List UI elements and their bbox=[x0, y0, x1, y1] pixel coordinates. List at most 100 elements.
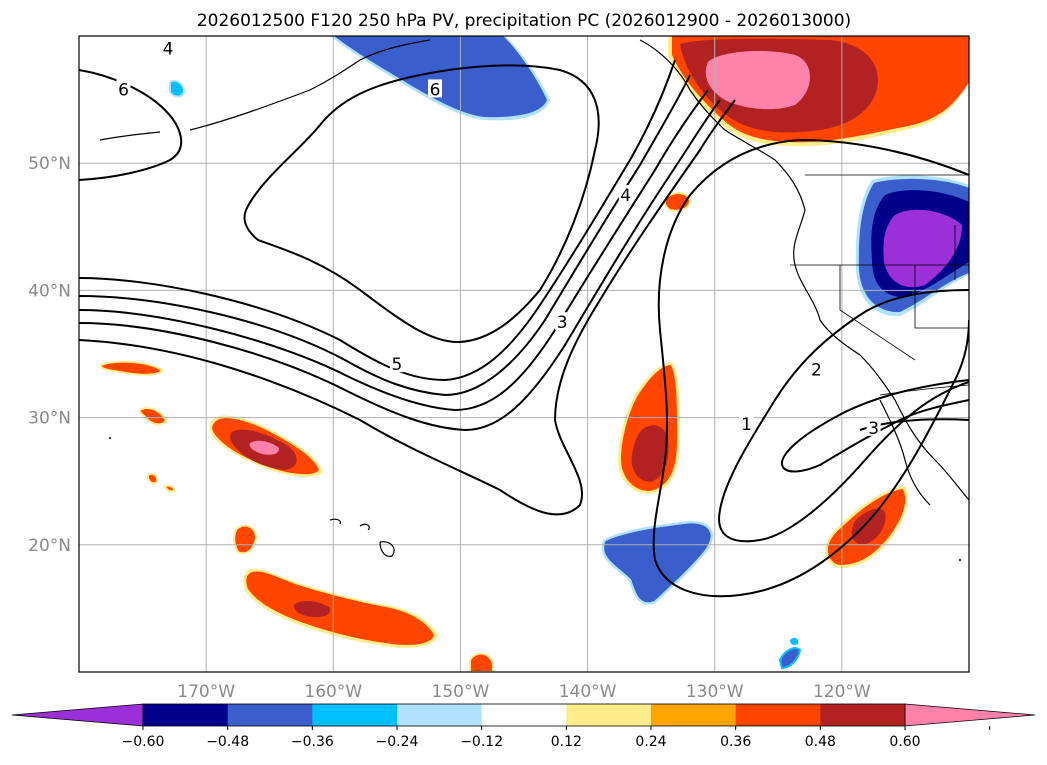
colorbar-segment bbox=[820, 704, 906, 726]
pv-contour bbox=[79, 99, 721, 432]
colorbar-tick-label: 0.12 bbox=[551, 734, 582, 750]
colorbar-tick-label: 0.36 bbox=[720, 734, 751, 750]
island-dot bbox=[959, 559, 961, 561]
contour-label: 6 bbox=[430, 80, 441, 100]
contour-label-bg bbox=[428, 79, 442, 98]
colorbar-segment bbox=[481, 704, 567, 726]
precip-field-negative-cells bbox=[169, 79, 802, 670]
precip-contour-level-048 bbox=[851, 508, 886, 545]
contour-label-bg bbox=[389, 354, 404, 373]
x-tick-label: 140°W bbox=[559, 682, 617, 702]
contour-label: 1 bbox=[741, 415, 752, 435]
colorbar-tick-label: −0.24 bbox=[376, 734, 419, 750]
pv-contour bbox=[79, 74, 691, 397]
pv-contour bbox=[79, 89, 709, 412]
x-tick-label: 120°W bbox=[813, 682, 871, 702]
precip-cell bbox=[163, 484, 176, 493]
map-gridlines bbox=[79, 36, 969, 672]
map-panel: 1 2 3 3 4 4 5 6 6 bbox=[79, 36, 969, 672]
coastline-alaska-peninsula bbox=[189, 39, 431, 131]
x-tick-label: 170°W bbox=[177, 682, 235, 702]
precip-field-baja-positive bbox=[825, 486, 908, 568]
colorbar-segment bbox=[227, 704, 313, 726]
y-tick-label: 30°N bbox=[28, 409, 71, 429]
colorbar-tick-label: −0.36 bbox=[291, 734, 334, 750]
contour-label-bg bbox=[161, 38, 175, 57]
colorbar-frame bbox=[142, 703, 906, 727]
x-axis-ticks: 170°W 160°W 150°W 140°W 130°W 120°W bbox=[177, 682, 871, 702]
precip-contour-level-060 bbox=[249, 440, 280, 455]
precip-contour-level-neg036 bbox=[334, 36, 547, 118]
colorbar-tick-label: −0.48 bbox=[206, 734, 249, 750]
precip-negative-cell bbox=[601, 520, 714, 605]
contour-label: 4 bbox=[163, 40, 174, 60]
colorbar-extend-high bbox=[904, 703, 1036, 727]
chart-title: 2026012500 F120 250 hPa PV, precipitatio… bbox=[197, 11, 851, 31]
colorbar-segment bbox=[651, 704, 737, 726]
coastline-baja bbox=[879, 399, 931, 506]
precip-field-small-positive-cells bbox=[99, 192, 692, 672]
pv-contour bbox=[79, 59, 676, 382]
precip-cell bbox=[233, 524, 258, 555]
contour-label-bg bbox=[116, 79, 131, 98]
contour-label-bg bbox=[809, 359, 824, 378]
pv-contours bbox=[79, 59, 969, 598]
y-tick-label: 40°N bbox=[28, 281, 71, 301]
x-tick-label: 130°W bbox=[686, 682, 744, 702]
colorbar-segment bbox=[566, 704, 652, 726]
colorbar-tick-label: −0.12 bbox=[460, 734, 503, 750]
colorbar-segment bbox=[397, 704, 483, 726]
precip-cell bbox=[138, 407, 168, 426]
x-tick-label: 160°W bbox=[304, 682, 362, 702]
precip-contour-level-036 bbox=[246, 571, 434, 645]
contour-label-bg bbox=[739, 413, 754, 432]
precip-cell bbox=[99, 360, 164, 376]
contour-label: 3 bbox=[868, 419, 879, 439]
colorbar-tick-label: 0.48 bbox=[805, 734, 836, 750]
colorbar-segment bbox=[735, 704, 821, 726]
precip-field-hawaii-south-positive bbox=[243, 568, 438, 648]
precip-negative-cell bbox=[778, 647, 802, 670]
precip-contour-level-060 bbox=[705, 50, 810, 110]
precip-contour-level-neg060 bbox=[883, 209, 962, 288]
y-axis-ticks: 50°N 40°N 30°N 20°N bbox=[28, 154, 71, 556]
precip-field-gulf-alaska-positive bbox=[668, 36, 969, 147]
pv-contour bbox=[780, 379, 969, 473]
y-tick-label: 50°N bbox=[28, 154, 71, 174]
coastlines bbox=[99, 39, 969, 561]
colorbar-tick-label: 0.24 bbox=[635, 734, 666, 750]
map-frame bbox=[78, 35, 970, 673]
contour-label-bg bbox=[555, 312, 570, 331]
pv-contour bbox=[243, 64, 600, 344]
contour-label: 6 bbox=[118, 80, 129, 100]
coastline-hawaii bbox=[329, 518, 395, 557]
x-tick-label: 150°W bbox=[432, 682, 490, 702]
colorbar: −0.60 −0.48 −0.36 −0.24 −0.12 0.12 0.24 0.36 0.4… bbox=[11, 703, 1036, 750]
contour-label-bg bbox=[618, 185, 633, 203]
pv-contour bbox=[718, 289, 969, 543]
precip-negative-cell bbox=[169, 79, 186, 98]
border-us-states bbox=[790, 225, 969, 361]
colorbar-tick-label: 0.60 bbox=[889, 734, 920, 750]
coastline-aleutians bbox=[99, 131, 161, 141]
precip-contour-level-048 bbox=[294, 601, 331, 618]
contour-label: 5 bbox=[391, 355, 402, 375]
precip-field-west-us-negative bbox=[855, 175, 969, 317]
island-dot bbox=[109, 437, 111, 439]
contour-label: 4 bbox=[620, 186, 631, 206]
colorbar-segment bbox=[143, 704, 229, 726]
precip-negative-cell bbox=[790, 637, 799, 645]
pv-contour-labels: 1 2 3 3 4 4 5 6 6 bbox=[116, 38, 881, 439]
precip-cell bbox=[147, 472, 159, 485]
precip-contour-level-048 bbox=[631, 425, 669, 482]
contour-label-bg bbox=[866, 417, 881, 436]
y-tick-label: 20°N bbox=[28, 536, 71, 556]
colorbar-extend-low bbox=[11, 703, 144, 727]
pv-contour bbox=[79, 99, 736, 516]
precip-field-alaska-negative bbox=[330, 36, 550, 121]
border-us-mexico bbox=[879, 384, 969, 396]
precip-cell bbox=[469, 652, 494, 672]
colorbar-segment bbox=[312, 704, 398, 726]
colorbar-tick-label: −0.60 bbox=[122, 734, 165, 750]
